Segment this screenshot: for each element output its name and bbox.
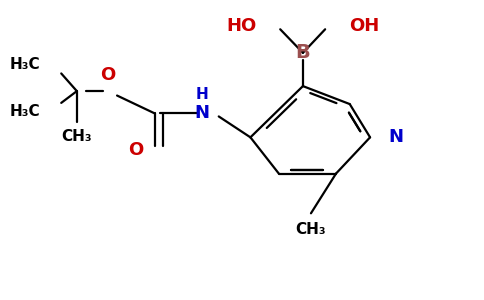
Text: CH₃: CH₃ xyxy=(296,222,326,237)
Text: N: N xyxy=(388,128,403,146)
Text: CH₃: CH₃ xyxy=(61,129,92,144)
Text: H: H xyxy=(196,87,209,102)
Text: B: B xyxy=(296,43,310,62)
Text: HO: HO xyxy=(227,17,257,35)
Text: O: O xyxy=(100,66,115,84)
Text: N: N xyxy=(195,104,210,122)
Text: H₃C: H₃C xyxy=(9,104,40,119)
Text: O: O xyxy=(128,141,143,159)
Text: OH: OH xyxy=(349,17,379,35)
Text: H₃C: H₃C xyxy=(9,57,40,72)
